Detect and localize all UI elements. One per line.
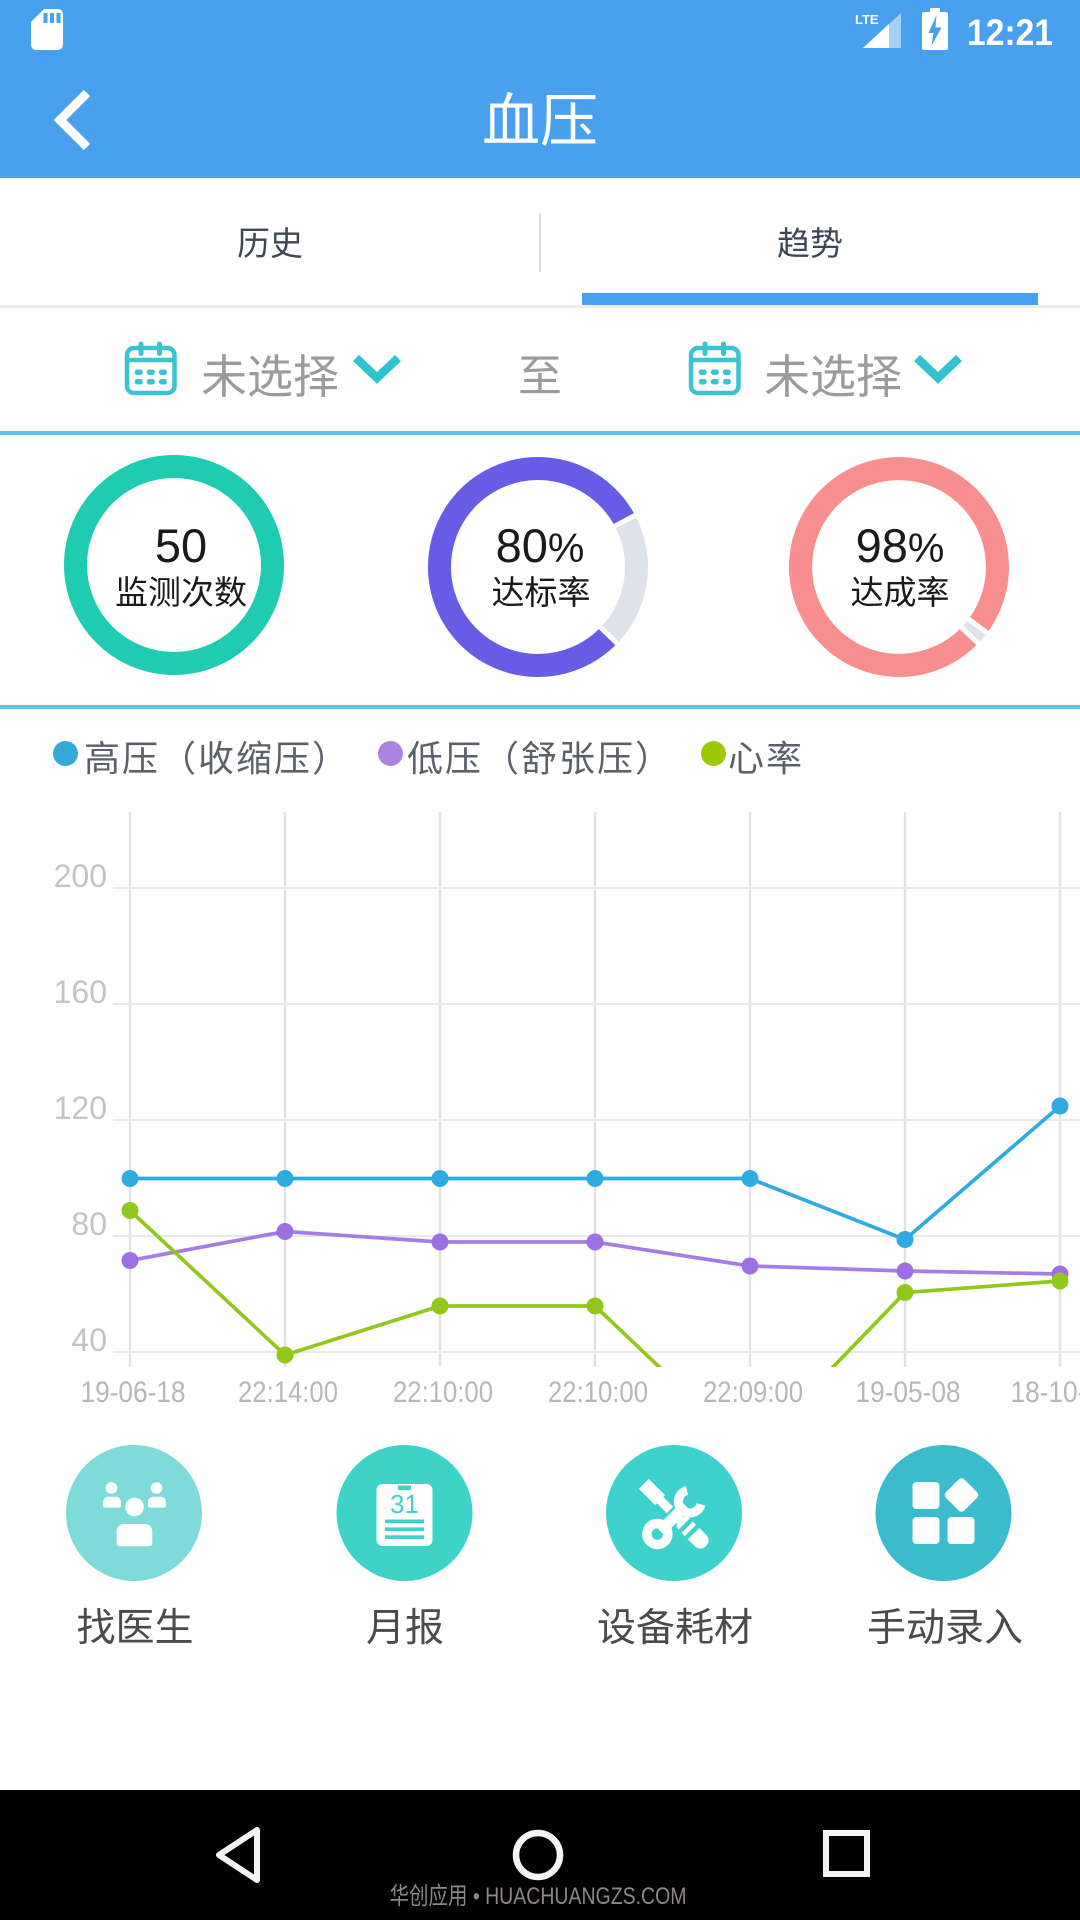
svg-text:22:10:00: 22:10:00 <box>548 1376 648 1409</box>
svg-text:22:10:00: 22:10:00 <box>393 1376 493 1409</box>
svg-text:200: 200 <box>54 858 107 894</box>
svg-text:18-10-27: 18-10-27 <box>1011 1376 1080 1409</box>
svg-text:12:21: 12:21 <box>967 12 1053 53</box>
svg-text:160: 160 <box>54 974 107 1010</box>
svg-text:LTE: LTE <box>855 12 879 27</box>
svg-text:22:14:00: 22:14:00 <box>238 1376 338 1409</box>
svg-text:80: 80 <box>71 1206 107 1242</box>
svg-text:22:09:00: 22:09:00 <box>703 1376 803 1409</box>
svg-text:40: 40 <box>71 1322 107 1358</box>
svg-text:19-05-08: 19-05-08 <box>856 1376 961 1409</box>
svg-text:华创应用 • HUACHUANGZS.COM: 华创应用 • HUACHUANGZS.COM <box>390 1883 687 1910</box>
svg-text:31: 31 <box>390 1489 419 1519</box>
svg-text:19-06-18: 19-06-18 <box>81 1376 186 1409</box>
svg-text:血压: 血压 <box>482 89 598 154</box>
svg-text:120: 120 <box>54 1090 107 1126</box>
